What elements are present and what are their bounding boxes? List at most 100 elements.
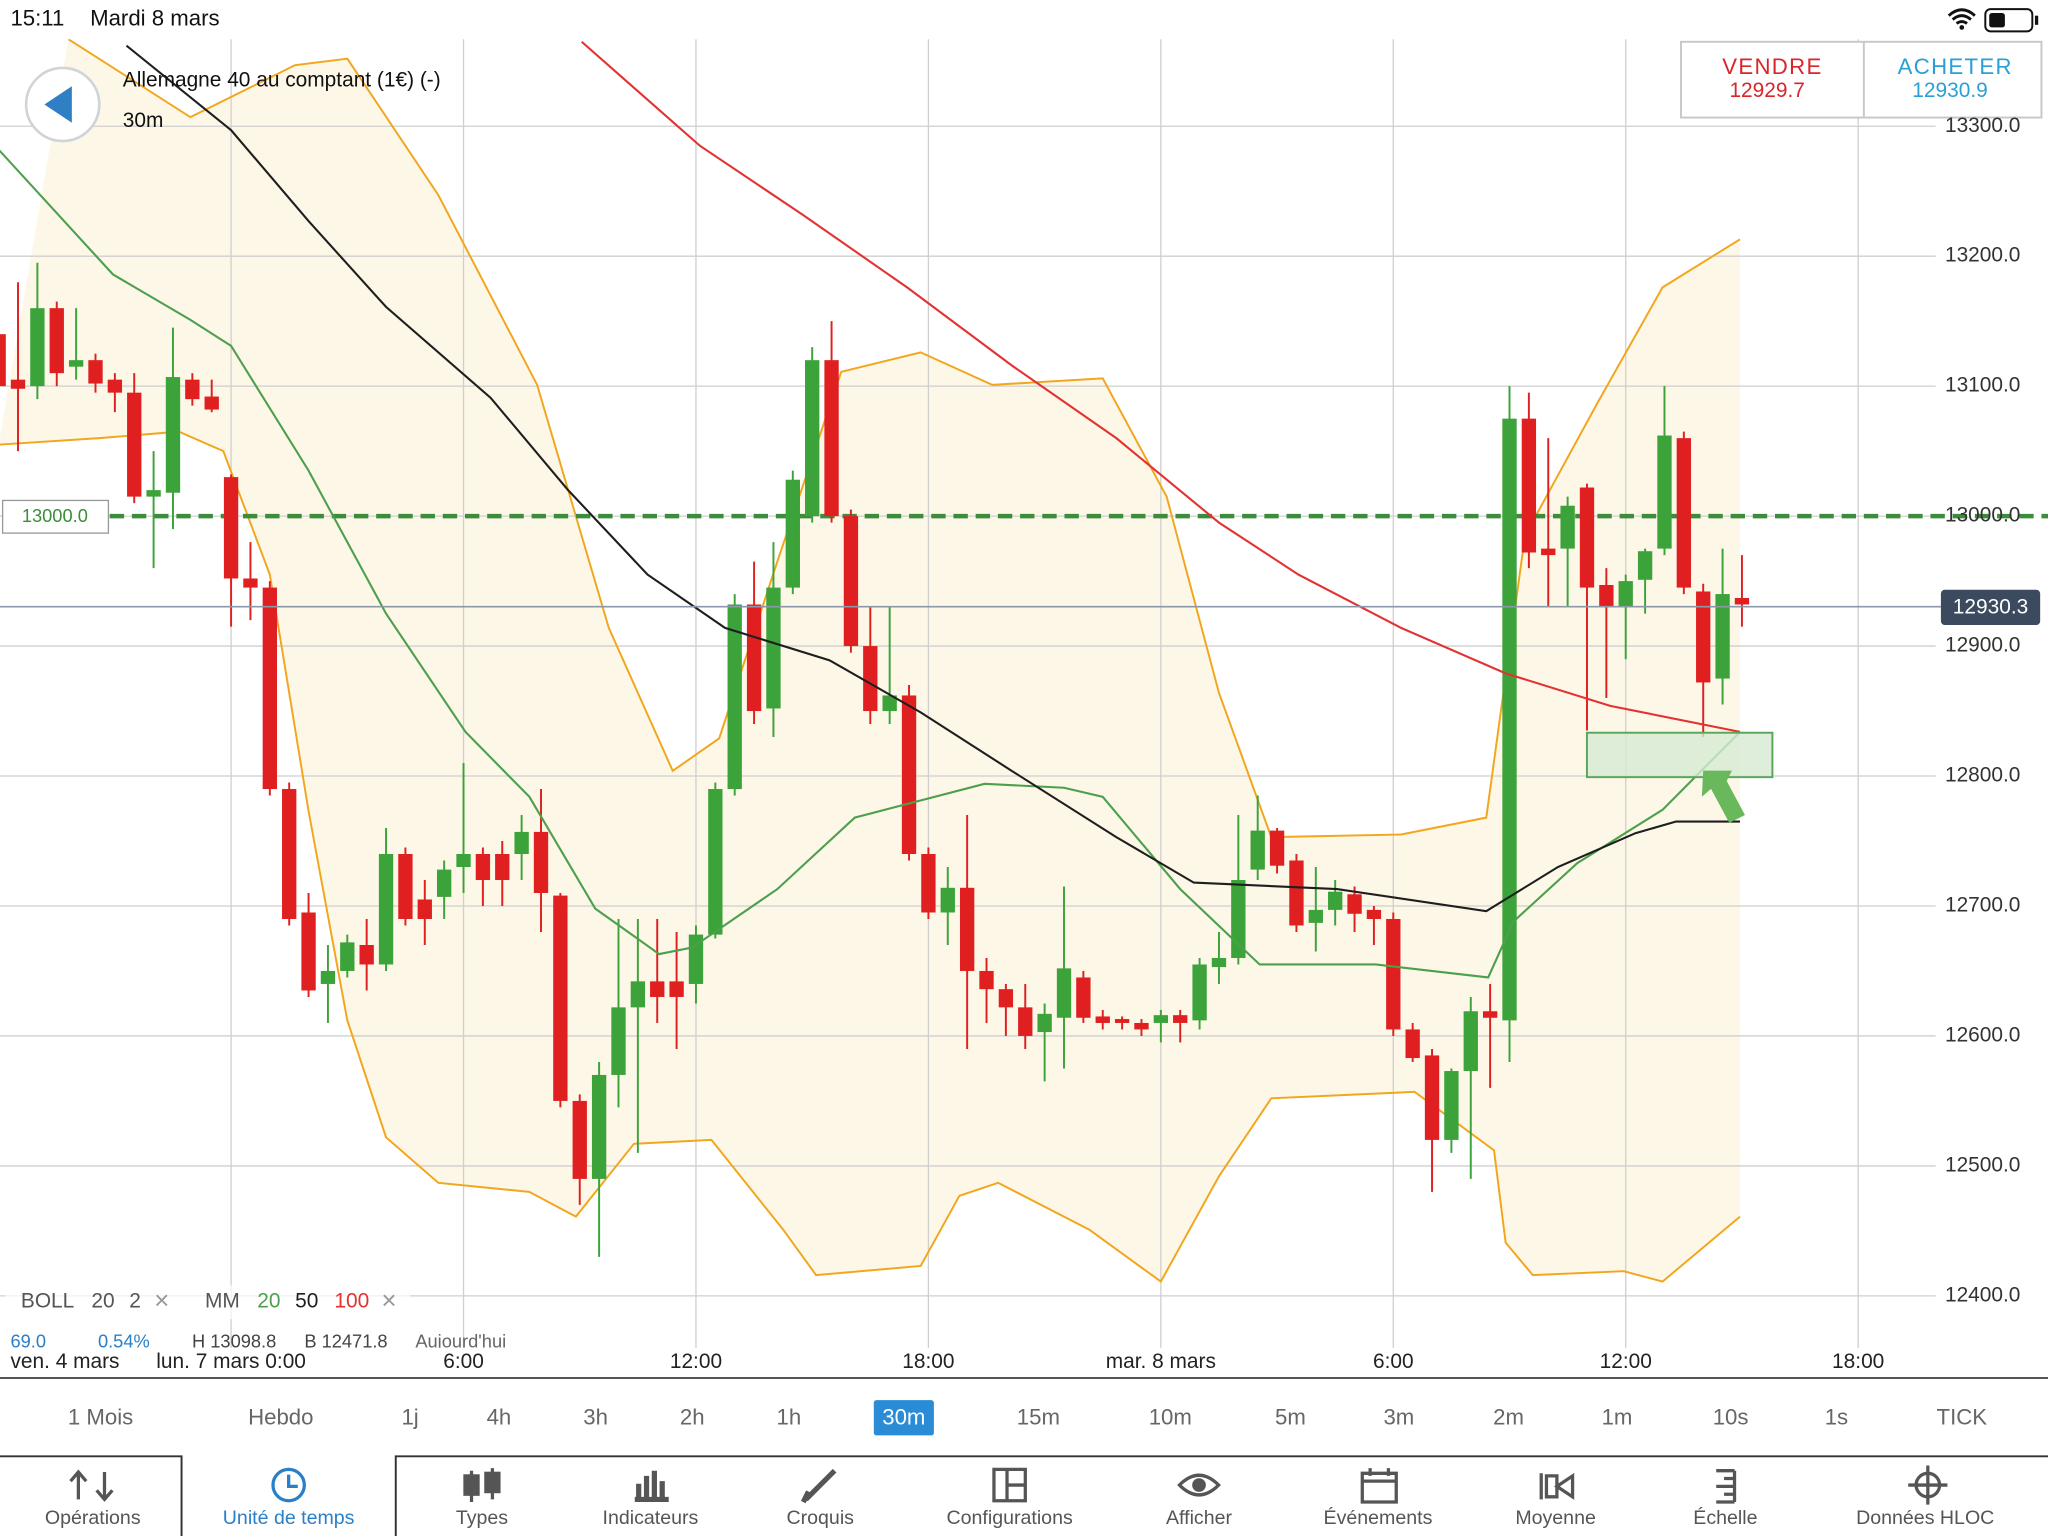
candle-body (533, 831, 549, 893)
candle-body (456, 854, 471, 868)
stat-text: 69.0 (10, 1331, 46, 1352)
timeframe-label: 10s (1713, 1404, 1749, 1429)
timeframe-label: 5m (1275, 1404, 1306, 1429)
candle-body (1444, 1071, 1459, 1140)
candle-body (1289, 860, 1304, 926)
candle-body (863, 646, 878, 712)
y-tick-label: 12500.0 (1945, 1153, 2020, 1176)
legend-item: 50 (295, 1290, 318, 1313)
toolbar-label: Types (456, 1507, 508, 1529)
timeframe-button[interactable] (873, 1400, 934, 1436)
legend-item: MM (205, 1290, 240, 1313)
candle-body (320, 970, 336, 984)
stat-text: Aujourd'hui (415, 1331, 506, 1352)
candle-body (1618, 581, 1633, 608)
zone (1585, 731, 1774, 779)
toolbar-label: Événements (1324, 1506, 1433, 1529)
toolbar-label: Configurations (947, 1507, 1073, 1529)
y-tick-label: 13200.0 (1945, 244, 2020, 267)
toolbar-label: Moyenne (1515, 1507, 1596, 1529)
candle-body (282, 789, 297, 919)
stat-text: H 13098.8 (192, 1331, 276, 1352)
x-axis: lun. 7 mars 0:00 6:00 12:00 18:00 mar. 8 mar… (10, 1350, 1884, 1373)
timeframe-label: 2m (1493, 1404, 1524, 1429)
status-bar (0, 0, 2048, 40)
candle-body (727, 604, 742, 790)
candle-body (146, 490, 161, 497)
legend-item: 2 (129, 1290, 141, 1313)
candle-body (921, 854, 936, 913)
legend-item: × (381, 1285, 396, 1315)
icon-events (1360, 1468, 1398, 1504)
quote-box (1680, 40, 2043, 119)
candle-body (1114, 1019, 1130, 1023)
candle-body (650, 981, 665, 997)
toolbar-label: Afficher (1166, 1507, 1232, 1529)
plot-area: 13000.0 (0, 38, 2048, 1378)
candle-body (785, 479, 800, 588)
candle-body (417, 899, 432, 919)
stats-row: 69.0 0.54% H 13098.8 B 12471.8 Aujourd'hui (10, 1331, 506, 1352)
candle-body (1308, 909, 1323, 923)
legend-item: 20 (91, 1290, 114, 1313)
timeframe-label: 3h (583, 1404, 608, 1429)
icon-scale (1716, 1469, 1737, 1504)
timeframe-label: 4h (487, 1404, 512, 1429)
candle-body (1502, 418, 1517, 1021)
candle-body (630, 981, 646, 1008)
timeframe-label: 1j (401, 1404, 418, 1429)
candle-body (1366, 909, 1382, 919)
candle-body (1599, 584, 1614, 608)
candle-body (1095, 1016, 1110, 1023)
candle-body (1637, 551, 1653, 580)
x-axis-band (0, 1347, 2048, 1378)
level-label: 13000.0 (22, 505, 88, 526)
candle-body (1231, 880, 1246, 958)
y-tick-label: 12700.0 (1945, 894, 2020, 917)
buy-price: 12930.9 (1912, 79, 1987, 102)
candle-body (262, 587, 277, 790)
timeframe-label: 2h (680, 1404, 705, 1429)
last-price-label: 12930.3 (1953, 596, 2028, 619)
timeframe-label: 15m (1017, 1404, 1060, 1429)
timeframe-label: 1m (1602, 1404, 1633, 1429)
candle-body (10, 379, 26, 389)
sell-label: VENDRE (1722, 54, 1822, 79)
candle-body (1192, 964, 1207, 1021)
candle-body (591, 1074, 607, 1179)
candle-body (1328, 891, 1343, 910)
candle-body (1463, 1011, 1478, 1072)
last-price-box (1940, 589, 2041, 625)
candle-body (1696, 591, 1711, 683)
x-tick-label: lun. 7 mars 0:00 (156, 1350, 306, 1373)
icon-config (992, 1467, 1027, 1503)
x-tick-label: mar. 8 mars (1106, 1350, 1216, 1373)
candle-body (1153, 1015, 1169, 1023)
timeframe-label: 1h (777, 1404, 802, 1429)
candle-body (514, 831, 529, 855)
candle-body (107, 379, 123, 393)
candle-body (1173, 1015, 1188, 1023)
candle-body (398, 854, 413, 919)
candle-body (127, 392, 142, 497)
timeframe-label: 3m (1383, 1404, 1414, 1429)
timeframe-label: 10m (1149, 1404, 1192, 1429)
candle-body (475, 854, 491, 880)
x-start-label: ven. 4 mars (10, 1350, 119, 1373)
toolbar-label: Unité de temps (223, 1507, 355, 1529)
y-tick-label: 13000.0 (1945, 504, 2020, 527)
candle-body (669, 981, 684, 997)
toolbar-label: Échelle (1693, 1506, 1757, 1529)
candle-body (1056, 968, 1072, 1018)
icon-eye (1177, 1473, 1221, 1497)
x-tick-label: 12:00 (1600, 1350, 1652, 1373)
instrument-name: Allemagne 40 au comptant (1€) (-) (123, 68, 441, 91)
overlay-line (125, 44, 1741, 913)
toolbar-label: Indicateurs (603, 1507, 699, 1529)
y-tick-label: 13300.0 (1945, 114, 2020, 137)
timeframe-bar: 1 Mois Hebdo 1j 4h 3h 2h 1h 30m 15m 10m 5m 3m 2m 1m 10… (68, 1400, 1987, 1436)
candle-body (1482, 1011, 1498, 1018)
legend-item: BOLL (21, 1290, 74, 1313)
toolbar-label: Opérations (45, 1507, 141, 1529)
back-arrow (44, 86, 72, 123)
